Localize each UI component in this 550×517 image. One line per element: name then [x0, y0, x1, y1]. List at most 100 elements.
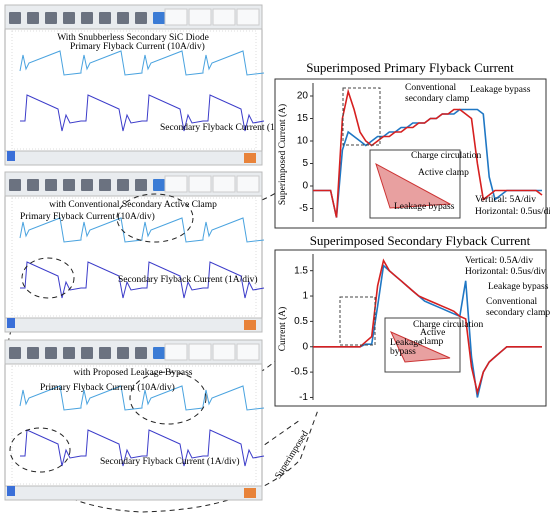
annotation: Horizontal: 0.5us/div — [475, 207, 550, 217]
secondary-waveform — [20, 94, 265, 132]
toolbar-button — [99, 12, 111, 24]
toolbar-button — [45, 179, 57, 191]
toolbar-button — [135, 12, 147, 24]
y-tick-label: 1.5 — [294, 265, 308, 276]
highlight-ellipse — [116, 193, 194, 243]
ch1-flag — [7, 486, 15, 496]
toolbar-field — [164, 343, 188, 361]
toolbar-field — [188, 175, 212, 193]
scope-logo — [244, 488, 256, 498]
scope-panel: With Snubberless Secondary SiC DiodePrim… — [4, 4, 300, 166]
annotation: bypass — [390, 347, 416, 357]
y-tick-label: 5 — [302, 158, 308, 169]
highlight-ellipse — [21, 257, 75, 299]
toolbar-button — [9, 179, 21, 191]
inset-shade — [375, 162, 452, 209]
toolbar-button — [81, 179, 93, 191]
arrow-label: Superimposed — [274, 429, 311, 481]
secondary-waveform — [20, 261, 265, 299]
scope-title: With Snubberless Secondary SiC Diode — [57, 33, 209, 43]
annotation: Vertical: 0.5A/div — [465, 256, 533, 266]
y-axis-label: Current (A) — [277, 307, 288, 352]
secondary-label: Secondary Flyback Current (1A/div) — [100, 456, 240, 467]
toolbar-button — [27, 179, 39, 191]
toolbar-button — [153, 12, 165, 24]
annotation: Horizontal: 0.5us/div — [465, 267, 546, 277]
toolbar-field — [164, 175, 188, 193]
scope-bottom — [4, 150, 263, 166]
toolbar-button — [27, 12, 39, 24]
scope-panel: with Conventional Secondary Active Clamp… — [4, 171, 265, 333]
toolbar-button — [153, 179, 165, 191]
annotation: secondary clamp — [486, 308, 550, 318]
y-tick-label: 1 — [302, 291, 308, 302]
highlight-ellipse — [129, 371, 207, 425]
primary-waveform — [19, 217, 265, 243]
y-tick-label: 0 — [302, 341, 308, 352]
toolbar-button — [9, 12, 21, 24]
y-axis-label: Superimposed Current (A) — [277, 104, 288, 205]
annotation: Active clamp — [418, 168, 469, 178]
scope-logo — [244, 320, 256, 330]
y-tick-label: -1 — [299, 392, 308, 403]
scope-title: with Proposed Leakage Bypass — [74, 368, 193, 378]
chart-title: Superimposed Primary Flyback Current — [306, 60, 514, 75]
primary-label: Primary Flyback Current (10A/div) — [20, 211, 155, 222]
annotation: Conventional — [486, 297, 538, 307]
y-tick-label: -0.5 — [291, 367, 309, 378]
scope-bottom — [4, 317, 263, 333]
secondary-label: Secondary Flyback Current (1A/div) — [118, 274, 258, 285]
toolbar-button — [63, 347, 75, 359]
annotation: Leakage bypass — [470, 85, 531, 95]
annotation: clamp — [420, 337, 443, 347]
toolbar-button — [45, 347, 57, 359]
toolbar-button — [45, 12, 57, 24]
toolbar-field — [212, 175, 236, 193]
primary-label: Primary Flyback Current (10A/div) — [40, 382, 175, 393]
toolbar-field — [236, 8, 260, 26]
toolbar-button — [117, 179, 129, 191]
scope-screen — [11, 197, 257, 317]
y-tick-label: 20 — [297, 91, 309, 102]
toolbar-button — [117, 12, 129, 24]
annotation: Leakage bypass — [488, 282, 549, 292]
scope-panel: with Proposed Leakage Bypass Primary Flyb… — [4, 339, 265, 501]
toolbar-field — [164, 8, 188, 26]
annotation: Charge circulation — [411, 151, 482, 161]
toolbar-button — [135, 179, 147, 191]
annotation: secondary clamp — [405, 94, 469, 104]
ch1-flag — [7, 318, 15, 328]
toolbar-button — [99, 179, 111, 191]
toolbar-field — [188, 8, 212, 26]
zoom-box — [339, 296, 376, 346]
toolbar-button — [81, 347, 93, 359]
annotation: Conventional — [405, 83, 457, 93]
highlight-ellipse — [9, 427, 71, 473]
zoom-box — [342, 87, 381, 146]
toolbar-button — [99, 347, 111, 359]
secondary-label: Secondary Flyback Current (1A/div) — [160, 122, 300, 133]
toolbar-button — [153, 347, 165, 359]
scope-title: with Conventional Secondary Active Clamp — [49, 200, 217, 210]
toolbar-field — [188, 343, 212, 361]
toolbar-field — [236, 343, 260, 361]
toolbar-button — [135, 347, 147, 359]
toolbar-button — [81, 12, 93, 24]
ch1-flag — [7, 151, 15, 161]
toolbar-field — [212, 8, 236, 26]
line-series — [313, 88, 543, 218]
toolbar-button — [117, 347, 129, 359]
toolbar-button — [27, 347, 39, 359]
inset-shade — [389, 331, 451, 363]
annotation: Vertical: 5A/div — [475, 195, 536, 205]
scope-logo — [244, 153, 256, 163]
line-series — [313, 258, 542, 396]
y-tick-label: 0 — [302, 181, 308, 192]
toolbar-field — [212, 343, 236, 361]
toolbar-button — [9, 347, 21, 359]
toolbar-button — [63, 12, 75, 24]
annotation: Active — [420, 328, 445, 338]
chart-title: Superimposed Secondary Flyback Current — [310, 233, 531, 248]
primary-waveform — [19, 385, 265, 411]
